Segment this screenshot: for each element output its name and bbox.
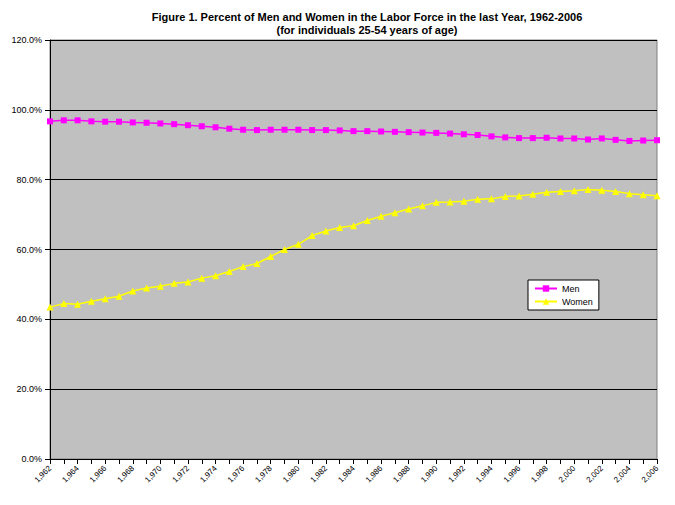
svg-text:1,996: 1,996: [502, 463, 523, 484]
svg-text:Women: Women: [562, 297, 593, 307]
svg-text:1,980: 1,980: [281, 463, 302, 484]
svg-text:80.0%: 80.0%: [16, 175, 42, 185]
svg-text:20.0%: 20.0%: [16, 384, 42, 394]
svg-text:1,992: 1,992: [447, 463, 468, 484]
svg-text:1,972: 1,972: [171, 463, 192, 484]
svg-text:1,974: 1,974: [198, 463, 219, 484]
svg-text:(for individuals 25-54 years o: (for individuals 25-54 years of age): [277, 24, 458, 36]
svg-text:1,962: 1,962: [33, 463, 54, 484]
svg-text:2,000: 2,000: [557, 463, 578, 484]
svg-text:40.0%: 40.0%: [16, 314, 42, 324]
svg-text:1,978: 1,978: [253, 463, 274, 484]
svg-text:2,006: 2,006: [640, 463, 661, 484]
svg-text:1,984: 1,984: [336, 463, 357, 484]
svg-text:2,004: 2,004: [612, 463, 633, 484]
svg-text:Figure 1. Percent of Men and W: Figure 1. Percent of Men and Women in th…: [152, 11, 583, 23]
svg-text:1,964: 1,964: [60, 463, 81, 484]
svg-text:1,986: 1,986: [364, 463, 385, 484]
svg-text:100.0%: 100.0%: [11, 105, 42, 115]
svg-text:Men: Men: [562, 284, 580, 294]
svg-text:1,988: 1,988: [391, 463, 412, 484]
svg-text:1,970: 1,970: [143, 463, 164, 484]
svg-text:1,982: 1,982: [309, 463, 330, 484]
svg-text:0.0%: 0.0%: [21, 454, 42, 464]
svg-text:1,976: 1,976: [226, 463, 247, 484]
svg-text:120.0%: 120.0%: [11, 35, 42, 45]
svg-text:1,990: 1,990: [419, 463, 440, 484]
svg-text:2,002: 2,002: [585, 463, 606, 484]
svg-text:1,968: 1,968: [115, 463, 136, 484]
svg-text:1,966: 1,966: [88, 463, 109, 484]
svg-text:60.0%: 60.0%: [16, 245, 42, 255]
svg-text:1,998: 1,998: [529, 463, 550, 484]
svg-text:1,994: 1,994: [474, 463, 495, 484]
